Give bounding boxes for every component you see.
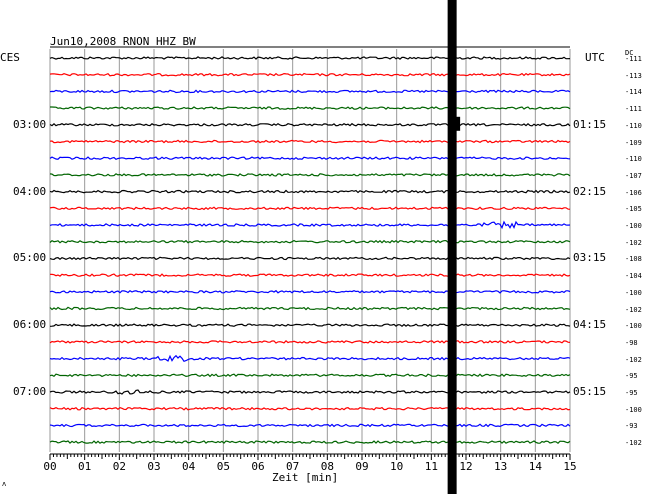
right-hour-label: 05:15 xyxy=(573,385,607,398)
x-axis-label: Zeit [min] xyxy=(272,471,339,484)
seismic-trace xyxy=(49,56,571,60)
x-axis: 00 01 02 03 04 05 06 07 08 09 10 11 12 13 14 15 xyxy=(43,453,577,473)
dc-offset-label: -100 xyxy=(625,322,642,331)
dc-offset-label: -102 xyxy=(625,238,642,247)
chart-title: Jun10,2008 RNON HHZ BW xyxy=(50,35,196,48)
dc-offset-label: -102 xyxy=(625,355,642,364)
dc-offset-label: -102 xyxy=(625,305,642,314)
seismic-trace xyxy=(49,189,571,194)
seismic-trace xyxy=(49,306,571,311)
x-tick-label: 07 xyxy=(286,460,299,473)
left-hour-label: 07:00 xyxy=(13,385,47,398)
dc-offset-label: -95 xyxy=(625,372,638,381)
left-hour-label: 06:00 xyxy=(13,318,47,332)
seismic-trace xyxy=(49,89,571,94)
dc-offset-label: -111 xyxy=(625,55,642,63)
event-spike xyxy=(451,116,461,131)
seismic-trace xyxy=(49,122,571,127)
dc-offset-label: -104 xyxy=(625,272,642,281)
event-band xyxy=(447,0,461,494)
left-timezone-label: CES xyxy=(0,51,20,64)
seismic-trace xyxy=(49,139,571,144)
x-tick-label: 10 xyxy=(390,460,403,473)
right-hour-label: 02:15 xyxy=(573,184,607,198)
left-hour-label: 03:00 xyxy=(13,117,47,131)
x-tick-label: 04 xyxy=(182,460,196,473)
x-tick-label: 09 xyxy=(355,460,368,473)
seismic-trace xyxy=(49,339,571,344)
dc-offset-label: -102 xyxy=(625,439,642,448)
dc-offset-label: -114 xyxy=(625,88,642,97)
dc-offset-label: -107 xyxy=(625,171,642,180)
right-timezone-label: UTC xyxy=(585,51,605,64)
x-tick-label: 15 xyxy=(563,460,576,473)
seismic-trace xyxy=(49,389,571,395)
dc-offset-label: -110 xyxy=(625,121,642,130)
seismic-trace xyxy=(49,354,571,363)
dc-offset-label: -100 xyxy=(625,405,642,414)
x-tick-label: 14 xyxy=(529,460,543,473)
seismic-trace xyxy=(49,156,571,160)
dc-offset-label: -100 xyxy=(625,288,642,297)
seismic-trace xyxy=(49,72,571,77)
seismic-trace xyxy=(49,406,571,411)
dc-offset-label: -93 xyxy=(625,422,638,431)
x-tick-label: 08 xyxy=(321,460,334,473)
x-tick-label: 02 xyxy=(113,460,126,473)
seismic-trace xyxy=(49,373,571,378)
dc-offset-label: -113 xyxy=(625,71,642,80)
dc-offset-label: -109 xyxy=(625,138,642,147)
seismic-trace xyxy=(49,273,571,277)
seismic-trace xyxy=(49,440,571,444)
right-hour-label: 01:15 xyxy=(573,117,607,131)
seismic-trace xyxy=(49,423,571,428)
dc-offset-label: -106 xyxy=(625,188,642,197)
seismic-trace xyxy=(50,106,571,110)
seismic-trace xyxy=(49,289,571,294)
x-tick-label: 01 xyxy=(78,460,91,473)
right-hour-label: 04:15 xyxy=(573,318,607,332)
minute-grid xyxy=(49,46,571,452)
event-bar xyxy=(447,0,457,494)
x-tick-label: 05 xyxy=(217,460,230,473)
dc-offset-label: -95 xyxy=(625,389,638,397)
dc-offset-label: -98 xyxy=(625,338,638,347)
seismic-trace xyxy=(49,173,571,177)
right-hour-label: 03:15 xyxy=(573,251,607,265)
dc-offset-label: -108 xyxy=(625,255,642,264)
dc-offset-label: -111 xyxy=(625,105,642,114)
dc-header-label: DC xyxy=(625,49,634,57)
x-tick-label: 13 xyxy=(494,460,507,473)
x-tick-label: 12 xyxy=(459,460,472,473)
trace-group xyxy=(49,56,571,444)
x-tick-label: 11 xyxy=(425,460,438,473)
x-tick-label: 00 xyxy=(43,460,56,473)
seismic-trace xyxy=(49,256,571,261)
left-hour-label: 04:00 xyxy=(13,184,47,198)
seismic-trace xyxy=(49,323,571,328)
dc-offset-label: -105 xyxy=(625,205,642,214)
dc-offset-label: -100 xyxy=(625,222,642,230)
seismic-trace xyxy=(49,206,571,211)
x-tick-label: 03 xyxy=(147,460,160,473)
x-tick-label: 06 xyxy=(251,460,264,473)
left-hour-label: 05:00 xyxy=(13,251,47,265)
footer-mark: ʌ xyxy=(2,480,7,488)
dc-offset-label: -110 xyxy=(625,155,642,164)
seismic-trace xyxy=(49,239,571,244)
seismic-trace xyxy=(49,220,571,230)
